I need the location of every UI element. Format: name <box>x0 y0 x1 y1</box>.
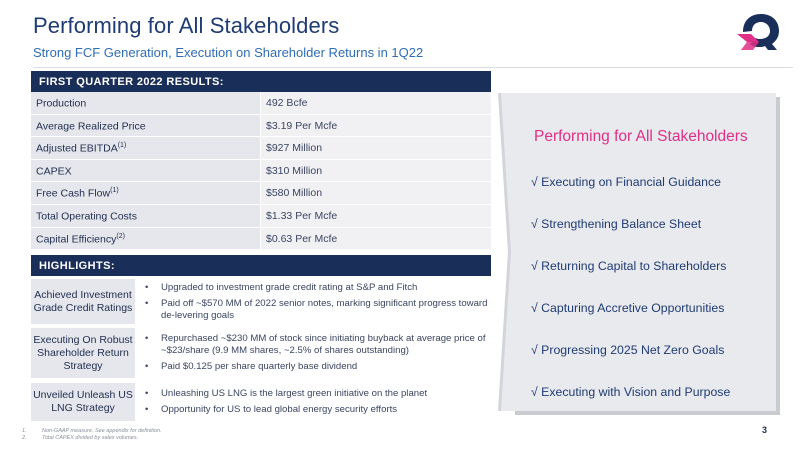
chevron-right-icon <box>498 93 512 411</box>
bullet-text: Unleashing US LNG is the largest green i… <box>161 388 428 399</box>
highlight-group: Unveiled Unleash US LNG Strategy • Unleas… <box>31 383 491 421</box>
bullet-text: Repurchased ~$230 MM of stock since init… <box>161 333 486 356</box>
highlight-bullets: • Repurchased ~$230 MM of stock since ini… <box>135 328 491 378</box>
highlight-group: Executing On Robust Shareholder Return S… <box>31 328 491 378</box>
page-number: 3 <box>762 425 768 435</box>
highlight-bullets: • Upgraded to investment grade credit rat… <box>135 279 491 324</box>
page-subtitle: Strong FCF Generation, Execution on Shar… <box>33 45 424 60</box>
table-row: Adjusted EBITDA(1) $927 Million <box>31 137 491 160</box>
highlight-label: Executing On Robust Shareholder Return S… <box>31 328 135 378</box>
table-row: Free Cash Flow(1) $580 Million <box>31 182 491 205</box>
check-item: √ Executing with Vision and Purpose <box>531 385 731 399</box>
table-row: CAPEX $310 Million <box>31 159 491 183</box>
results-label: Average Realized Price <box>31 114 260 137</box>
title-divider <box>33 67 793 68</box>
results-value: $927 Million <box>261 137 491 159</box>
list-item: • Paid $0.125 per share quarterly base di… <box>145 361 358 372</box>
summary-panel <box>512 93 776 411</box>
check-item: √ Strengthening Balance Sheet <box>531 217 702 231</box>
results-label: CAPEX <box>31 159 260 182</box>
table-row: Capital Efficiency(2) $0.63 Per Mcfe <box>31 227 491 251</box>
footnote: 1. Non-GAAP measure. See appendix for def… <box>22 428 162 434</box>
results-value: 492 Bcfe <box>261 92 491 114</box>
check-item: √ Capturing Accretive Opportunities <box>531 301 725 315</box>
results-label: Adjusted EBITDA(1) <box>31 137 260 159</box>
highlight-label: Achieved Investment Grade Credit Ratings <box>31 279 135 324</box>
results-value: $0.63 Per Mcfe <box>261 227 491 250</box>
footnotes: 1. Non-GAAP measure. See appendix for def… <box>22 428 162 442</box>
table-row: Average Realized Price $3.19 Per Mcfe <box>31 114 491 138</box>
check-item: √ Progressing 2025 Net Zero Goals <box>531 343 725 357</box>
table-row: Production 492 Bcfe <box>31 92 491 115</box>
results-value: $580 Million <box>261 182 491 204</box>
panel-title: Performing for All Stakeholders <box>534 128 748 145</box>
results-table: Production 492 Bcfe Average Realized Pri… <box>31 92 491 251</box>
bullet-text: Opportunity for US to lead global energy… <box>161 404 398 415</box>
list-item: • Repurchased ~$230 MM of stock since ini… <box>145 333 491 357</box>
results-heading: FIRST QUARTER 2022 RESULTS: <box>31 71 491 92</box>
bullet-text: Upgraded to investment grade credit rati… <box>161 281 418 293</box>
highlights-heading: HIGHLIGHTS: <box>31 255 491 276</box>
list-item: • Upgraded to investment grade credit rat… <box>145 281 418 293</box>
results-value: $310 Million <box>261 159 491 182</box>
results-value: $1.33 Per Mcfe <box>261 204 491 227</box>
check-item: √ Returning Capital to Shareholders <box>531 259 727 273</box>
results-label: Production <box>31 92 260 114</box>
table-row: Total Operating Costs $1.33 Per Mcfe <box>31 204 491 228</box>
highlight-bullets: • Unleashing US LNG is the largest green … <box>135 383 491 421</box>
bullet-text: Paid off ~$570 MM of 2022 senior notes, … <box>161 297 488 321</box>
results-label: Capital Efficiency(2) <box>31 227 260 250</box>
company-logo-icon <box>737 14 779 50</box>
list-item: • Unleashing US LNG is the largest green … <box>145 388 428 399</box>
highlight-group: Achieved Investment Grade Credit Ratings… <box>31 279 491 324</box>
bullet-text: Paid $0.125 per share quarterly base div… <box>161 361 358 372</box>
highlight-label: Unveiled Unleash US LNG Strategy <box>31 383 135 421</box>
footnote: 2. Total CAPEX divided by sales volumes. <box>22 435 139 441</box>
list-item: • Paid off ~$570 MM of 2022 senior notes,… <box>145 298 491 322</box>
page-title: Performing for All Stakeholders <box>33 13 340 38</box>
list-item: • Opportunity for US to lead global energ… <box>145 404 398 415</box>
results-label: Free Cash Flow(1) <box>31 182 260 204</box>
check-item: √ Executing on Financial Guidance <box>531 175 721 189</box>
results-value: $3.19 Per Mcfe <box>261 114 491 137</box>
results-label: Total Operating Costs <box>31 204 260 227</box>
